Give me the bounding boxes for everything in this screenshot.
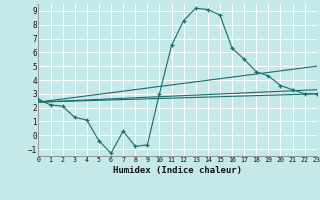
X-axis label: Humidex (Indice chaleur): Humidex (Indice chaleur) [113, 166, 242, 175]
